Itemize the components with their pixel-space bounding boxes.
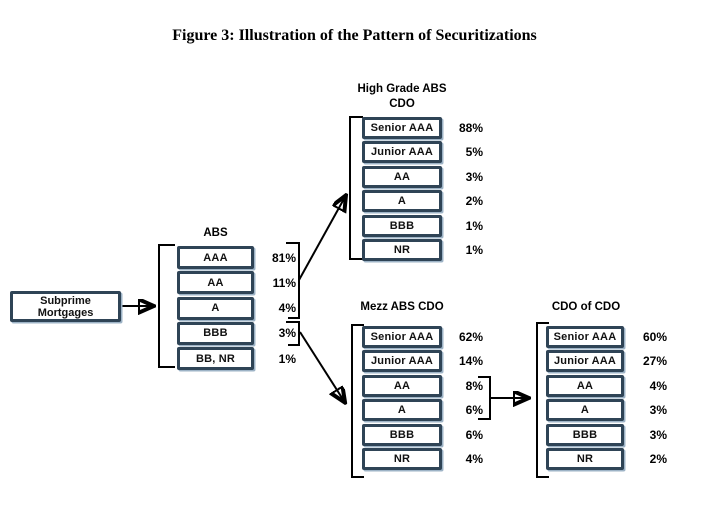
- tranche-box: Junior AAA: [362, 350, 442, 373]
- tranche-row: Junior AAA 14%: [362, 350, 483, 373]
- tranche-box: A: [362, 190, 442, 213]
- arrow-abs-to-mezz: [299, 331, 344, 401]
- tranche-row: AAA 81%: [177, 246, 296, 269]
- tranche-box: BB, NR: [177, 347, 254, 371]
- tranche-box: AA: [546, 374, 624, 397]
- tranche-pct: 1%: [278, 351, 296, 366]
- highgrade-title-line2: CDO: [389, 98, 415, 110]
- tranche-pct: 62%: [458, 330, 483, 344]
- tranche-box: NR: [362, 447, 442, 470]
- tranche-pct: 60%: [642, 330, 667, 344]
- tranche-box: BBB: [177, 321, 254, 345]
- tranche-box: A: [177, 296, 254, 320]
- tranche-row: BB, NR 1%: [177, 347, 296, 371]
- tranche-row: A 6%: [362, 399, 483, 422]
- tranche-box: A: [362, 399, 442, 422]
- tranche-box: NR: [362, 238, 442, 261]
- tranche-pct: 8%: [465, 378, 483, 393]
- tranche-pct: 5%: [465, 145, 483, 160]
- highgrade-title-line1: High Grade ABS: [357, 83, 447, 95]
- abs-left-bracket: [158, 244, 175, 368]
- abs-stack: AAA 81% AA 11% A 4% BBB 3% BB, NR 1%: [177, 246, 296, 372]
- tranche-row: Junior AAA 5%: [362, 141, 483, 164]
- highgrade-stack: Senior AAA 88% Junior AAA 5% AA 3% A 2% …: [362, 117, 483, 263]
- cdo2-title: CDO of CDO: [551, 301, 621, 313]
- tranche-box: Senior AAA: [362, 326, 442, 348]
- tranche-pct: 11%: [272, 275, 296, 290]
- abs-title: ABS: [203, 227, 228, 239]
- tranche-box: NR: [546, 447, 624, 470]
- tranche-box: AAA: [177, 246, 254, 269]
- tranche-row: Senior AAA 62%: [362, 326, 483, 348]
- tranche-box: AA: [177, 271, 254, 295]
- tranche-row: A 3%: [546, 399, 667, 422]
- tranche-row: AA 11%: [177, 271, 296, 295]
- tranche-row: BBB 3%: [546, 423, 667, 446]
- arrow-abs-to-highgrade: [298, 197, 345, 281]
- tranche-row: NR 2%: [546, 447, 667, 470]
- subprime-label-line2: Mortgages: [37, 306, 94, 319]
- tranche-pct: 6%: [465, 403, 483, 418]
- tranche-row: Senior AAA 60%: [546, 326, 667, 348]
- tranche-row: NR 4%: [362, 447, 483, 470]
- tranche-row: AA 3%: [362, 165, 483, 188]
- tranche-pct: 3%: [465, 169, 483, 184]
- tranche-pct: 2%: [465, 194, 483, 209]
- tranche-pct: 2%: [649, 451, 667, 466]
- tranche-row: Junior AAA 27%: [546, 350, 667, 373]
- tranche-pct: 27%: [642, 354, 667, 369]
- tranche-row: NR 1%: [362, 238, 483, 261]
- mezz-title: Mezz ABS CDO: [360, 301, 444, 313]
- tranche-row: A 2%: [362, 190, 483, 213]
- tranche-box: AA: [362, 165, 442, 188]
- tranche-box: AA: [362, 374, 442, 397]
- tranche-box: Junior AAA: [546, 350, 624, 373]
- mezz-stack: Senior AAA 62% Junior AAA 14% AA 8% A 6%…: [362, 326, 483, 472]
- tranche-pct: 1%: [465, 218, 483, 233]
- tranche-pct: 3%: [649, 427, 667, 442]
- subprime-mortgages-box: Subprime Mortgages: [10, 291, 121, 322]
- tranche-row: AA 4%: [546, 374, 667, 397]
- tranche-box: BBB: [362, 214, 442, 237]
- subprime-label-line1: Subprime: [40, 294, 91, 307]
- tranche-pct: 3%: [649, 403, 667, 418]
- tranche-box: Junior AAA: [362, 141, 442, 164]
- tranche-pct: 14%: [458, 354, 483, 369]
- tranche-box: Senior AAA: [546, 326, 624, 348]
- tranche-row: Senior AAA 88%: [362, 117, 483, 139]
- tranche-pct: 81%: [271, 250, 296, 265]
- cdo2-stack: Senior AAA 60% Junior AAA 27% AA 4% A 3%…: [546, 326, 667, 472]
- tranche-row: BBB 6%: [362, 423, 483, 446]
- tranche-box: Senior AAA: [362, 117, 442, 139]
- tranche-pct: 88%: [458, 121, 483, 135]
- tranche-pct: 4%: [465, 451, 483, 466]
- tranche-pct: 3%: [278, 326, 296, 341]
- tranche-box: A: [546, 399, 624, 422]
- tranche-box: BBB: [546, 423, 624, 446]
- tranche-row: AA 8%: [362, 374, 483, 397]
- tranche-row: A 4%: [177, 296, 296, 320]
- tranche-row: BBB 3%: [177, 321, 296, 345]
- tranche-box: BBB: [362, 423, 442, 446]
- tranche-pct: 6%: [465, 427, 483, 442]
- tranche-pct: 1%: [465, 242, 483, 257]
- highgrade-title: High Grade ABS CDO: [342, 82, 462, 112]
- tranche-pct: 4%: [278, 301, 296, 316]
- figure-title: Figure 3: Illustration of the Pattern of…: [172, 27, 537, 44]
- tranche-pct: 4%: [649, 378, 667, 393]
- tranche-row: BBB 1%: [362, 214, 483, 237]
